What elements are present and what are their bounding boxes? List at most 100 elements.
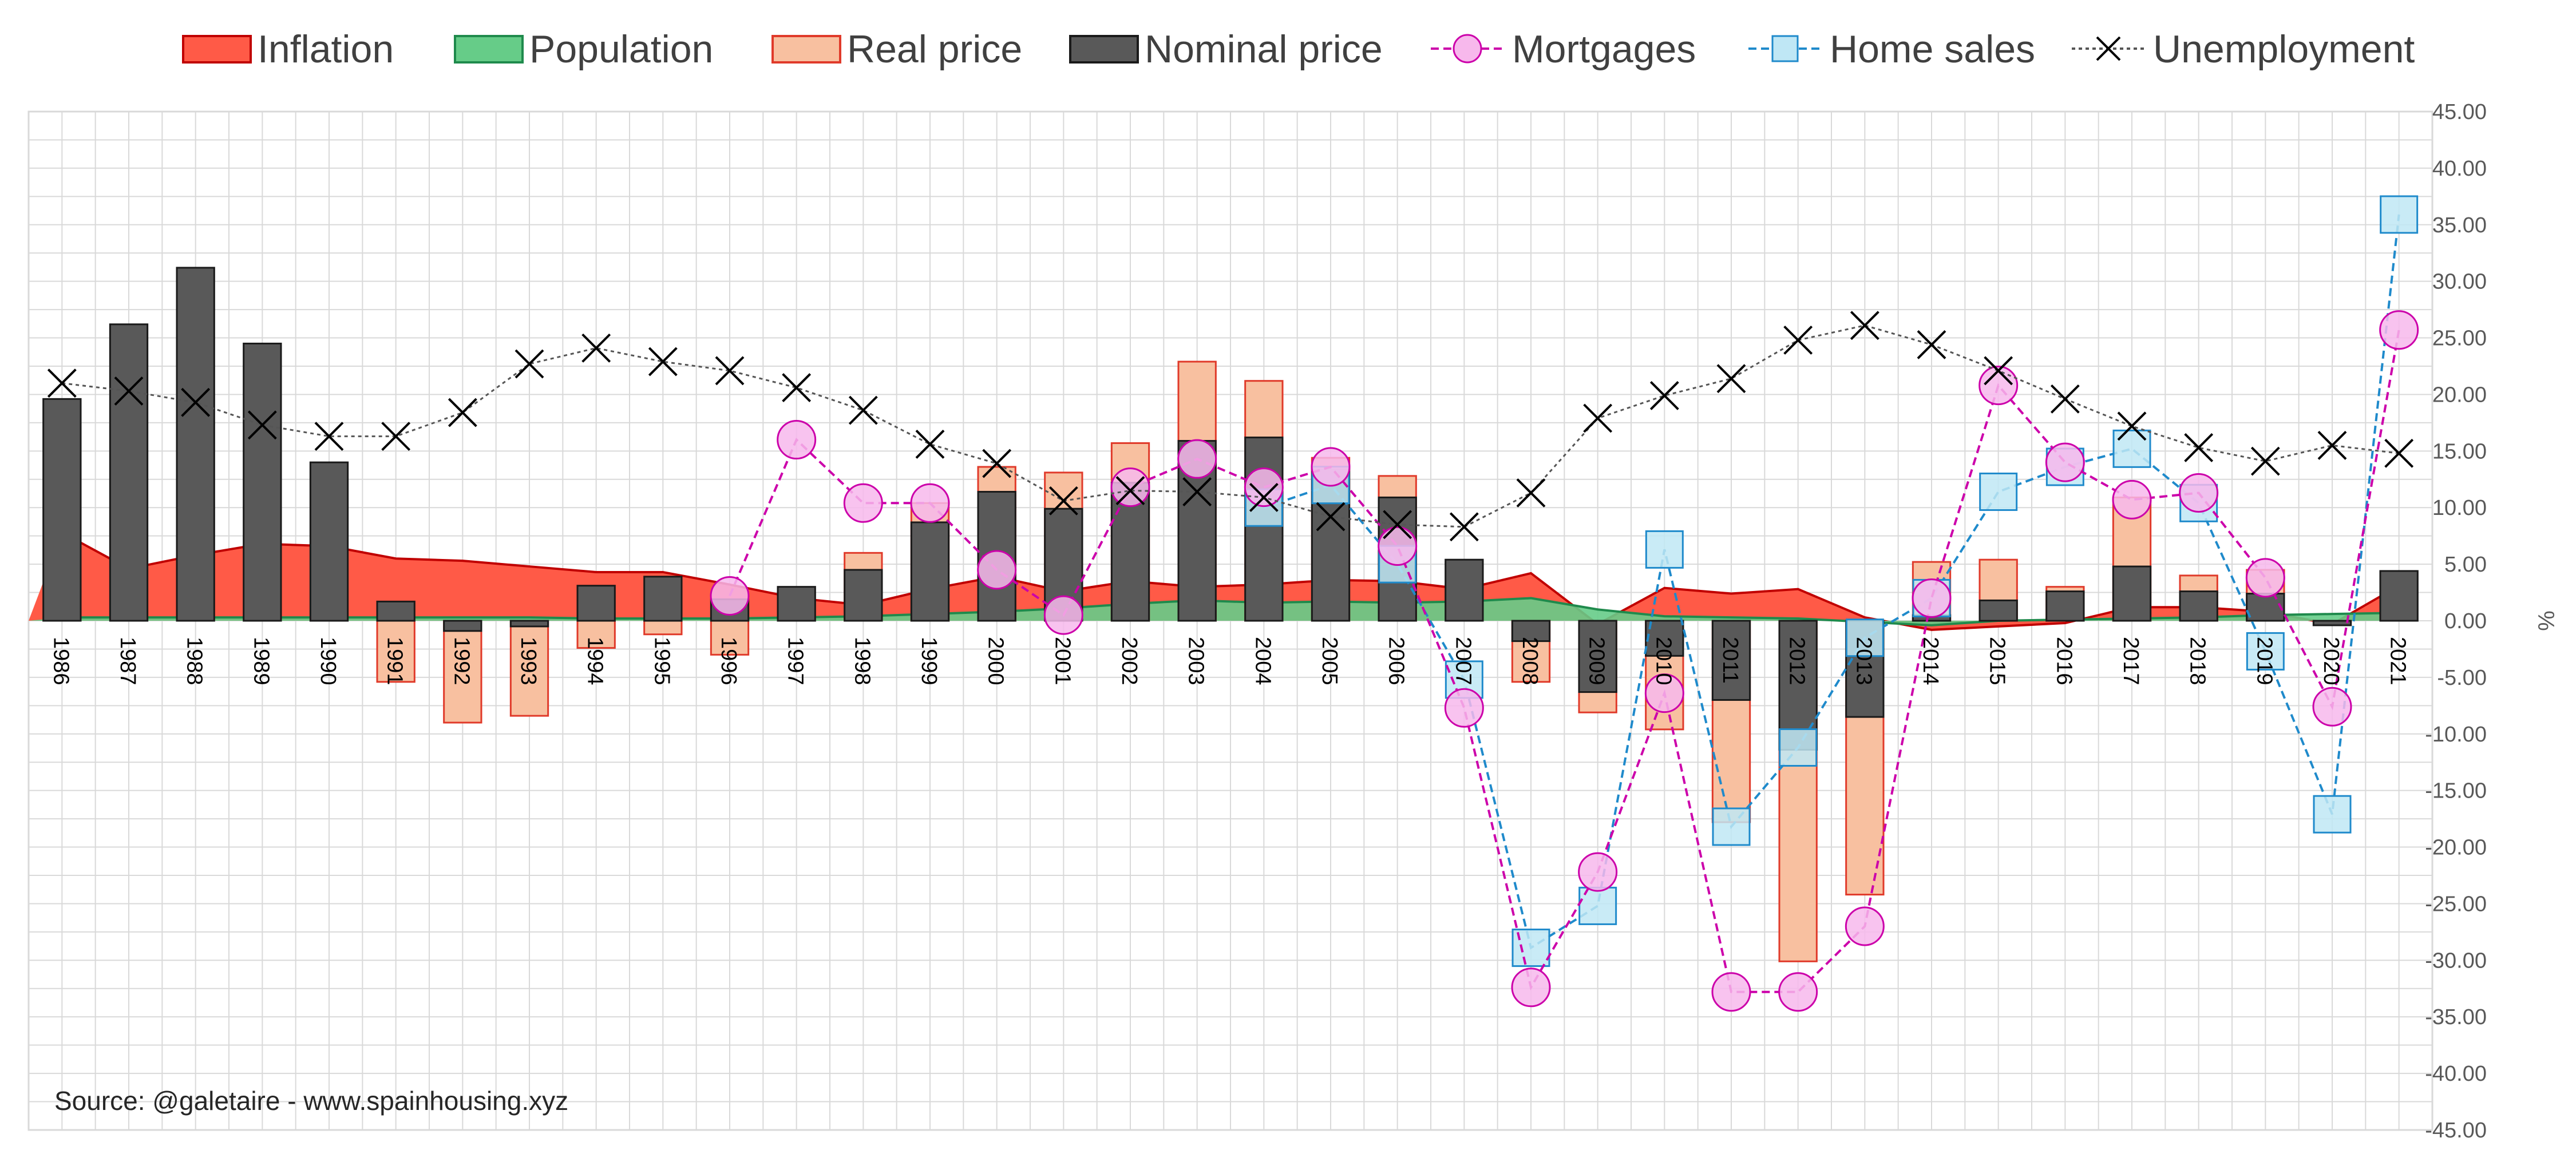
x-tick-label: 1987 (116, 637, 140, 685)
x-tick-label: 2011 (1718, 637, 1742, 684)
real-price-bar (710, 620, 750, 656)
nominal-price-bar (1511, 620, 1551, 643)
unemployment-marker (1984, 356, 2013, 386)
mortgages-marker (777, 420, 817, 460)
home-sales-marker (1645, 530, 1684, 569)
y-tick-label: 20.00 (2432, 383, 2487, 407)
mortgages-marker (1110, 467, 1150, 507)
y-tick-label: 30.00 (2432, 270, 2487, 294)
x-tick-label: 2010 (1651, 637, 1675, 685)
x-tick-label: 2017 (2119, 637, 2143, 685)
mortgages-marker (2179, 473, 2219, 513)
mortgages-marker (1244, 467, 1284, 507)
y-axis-ticks: 45.00 40.00 35.00 30.00 25.00 20.00 15.00 10.00… (2425, 100, 2487, 1143)
legend-swatch-population (454, 35, 524, 64)
legend-label-home-sales: Home sales (1830, 27, 2035, 71)
mortgages-marker (1311, 447, 1351, 487)
nominal-price-bar (2112, 565, 2152, 622)
x-tick-label: 1998 (850, 637, 874, 685)
x-tick-label: 1995 (650, 637, 674, 685)
mortgages-marker (977, 550, 1017, 590)
unemployment-marker (1583, 403, 1613, 433)
mortgages-marker (910, 483, 950, 523)
nominal-price-bar (509, 620, 549, 628)
unemployment-marker (2317, 431, 2347, 460)
mortgages-marker (1912, 578, 1952, 618)
x-tick-label: 2005 (1317, 637, 1342, 685)
unemployment-marker (2050, 384, 2080, 414)
unemployment-marker (2184, 433, 2214, 462)
unemployment-marker (982, 449, 1012, 478)
legend-swatch-nominal-price (1069, 35, 1139, 64)
x-tick-label: 2018 (2186, 637, 2210, 685)
legend-marker-mortgages (1453, 34, 1482, 64)
unemployment-marker (915, 430, 945, 459)
x-tick-label: 2015 (1985, 637, 2009, 685)
y-tick-label: 40.00 (2432, 157, 2487, 181)
y-tick-label: -15.00 (2425, 779, 2487, 803)
unemployment-marker (1917, 330, 1946, 359)
mortgages-marker (1444, 688, 1484, 728)
x-tick-label: 1994 (583, 637, 607, 685)
home-sales-marker (2112, 429, 2151, 468)
mortgages-marker (1644, 673, 1684, 713)
unemployment-marker (2384, 438, 2414, 468)
x-tick-label: 2006 (1384, 637, 1408, 685)
legend: Inflation Population Real price Nominal pri… (182, 27, 2415, 71)
x-tick-label: 1990 (316, 637, 340, 685)
home-sales-marker (1845, 618, 1884, 657)
real-price-bar (643, 620, 683, 636)
x-tick-label: 2003 (1184, 637, 1208, 685)
x-tick-label: 2019 (2252, 637, 2276, 685)
nominal-price-bar (176, 267, 215, 622)
x-tick-label: 1991 (383, 637, 407, 685)
y-tick-label: -5.00 (2437, 666, 2487, 690)
unemployment-marker (314, 422, 344, 451)
x-tick-label: 1988 (183, 637, 207, 685)
mortgages-marker (1177, 439, 1217, 479)
nominal-price-bar (1244, 437, 1284, 622)
unemployment-marker (1115, 476, 1145, 505)
x-tick-label: 2013 (1851, 637, 1875, 685)
unemployment-marker (515, 349, 544, 379)
x-axis-ticks: 1986 1987 1988 1989 1990 1991 1992 1993 1994 1995… (49, 637, 2409, 685)
mortgages-marker (710, 576, 750, 616)
legend-swatch-real-price (771, 35, 841, 64)
unemployment-marker (448, 398, 477, 427)
mortgages-marker (1043, 595, 1083, 635)
nominal-price-bar (109, 323, 149, 622)
unemployment-marker (1649, 381, 1679, 410)
real-price-bar (376, 620, 416, 683)
mortgages-marker (1845, 906, 1885, 946)
inflation-area (29, 532, 2399, 630)
home-sales-marker (1979, 473, 2018, 511)
unemployment-marker (47, 368, 77, 398)
home-sales-marker (2380, 195, 2419, 234)
unemployment-marker (247, 410, 277, 440)
legend-marker-unemployment (2096, 36, 2121, 61)
nominal-price-bar (2379, 570, 2419, 622)
legend-label-inflation: Inflation (258, 27, 394, 71)
mortgages-marker (2379, 310, 2419, 350)
legend-label-mortgages: Mortgages (1512, 27, 1696, 71)
x-tick-label: 1986 (49, 637, 73, 685)
line-series (47, 195, 2419, 1012)
unemployment-marker (1048, 486, 1078, 515)
unemployment-marker (648, 347, 678, 376)
bar-series (42, 267, 2419, 962)
x-tick-label: 2002 (1117, 637, 1141, 685)
real-price-bar (576, 620, 616, 649)
x-tick-label: 2000 (984, 637, 1008, 685)
y-tick-label: 25.00 (2432, 327, 2487, 351)
unemployment-marker (1783, 326, 1813, 355)
nominal-price-bar (376, 600, 416, 622)
nominal-price-bar (1445, 558, 1484, 622)
unemployment-marker (1182, 477, 1212, 506)
home-sales-marker (1779, 728, 1818, 767)
y-tick-label: -45.00 (2425, 1119, 2487, 1143)
home-sales-line (1263, 214, 2400, 950)
nominal-price-bar (844, 569, 883, 622)
nominal-price-bar (309, 461, 349, 622)
unemployment-marker (1383, 510, 1412, 540)
nominal-price-bar (1979, 599, 2018, 622)
